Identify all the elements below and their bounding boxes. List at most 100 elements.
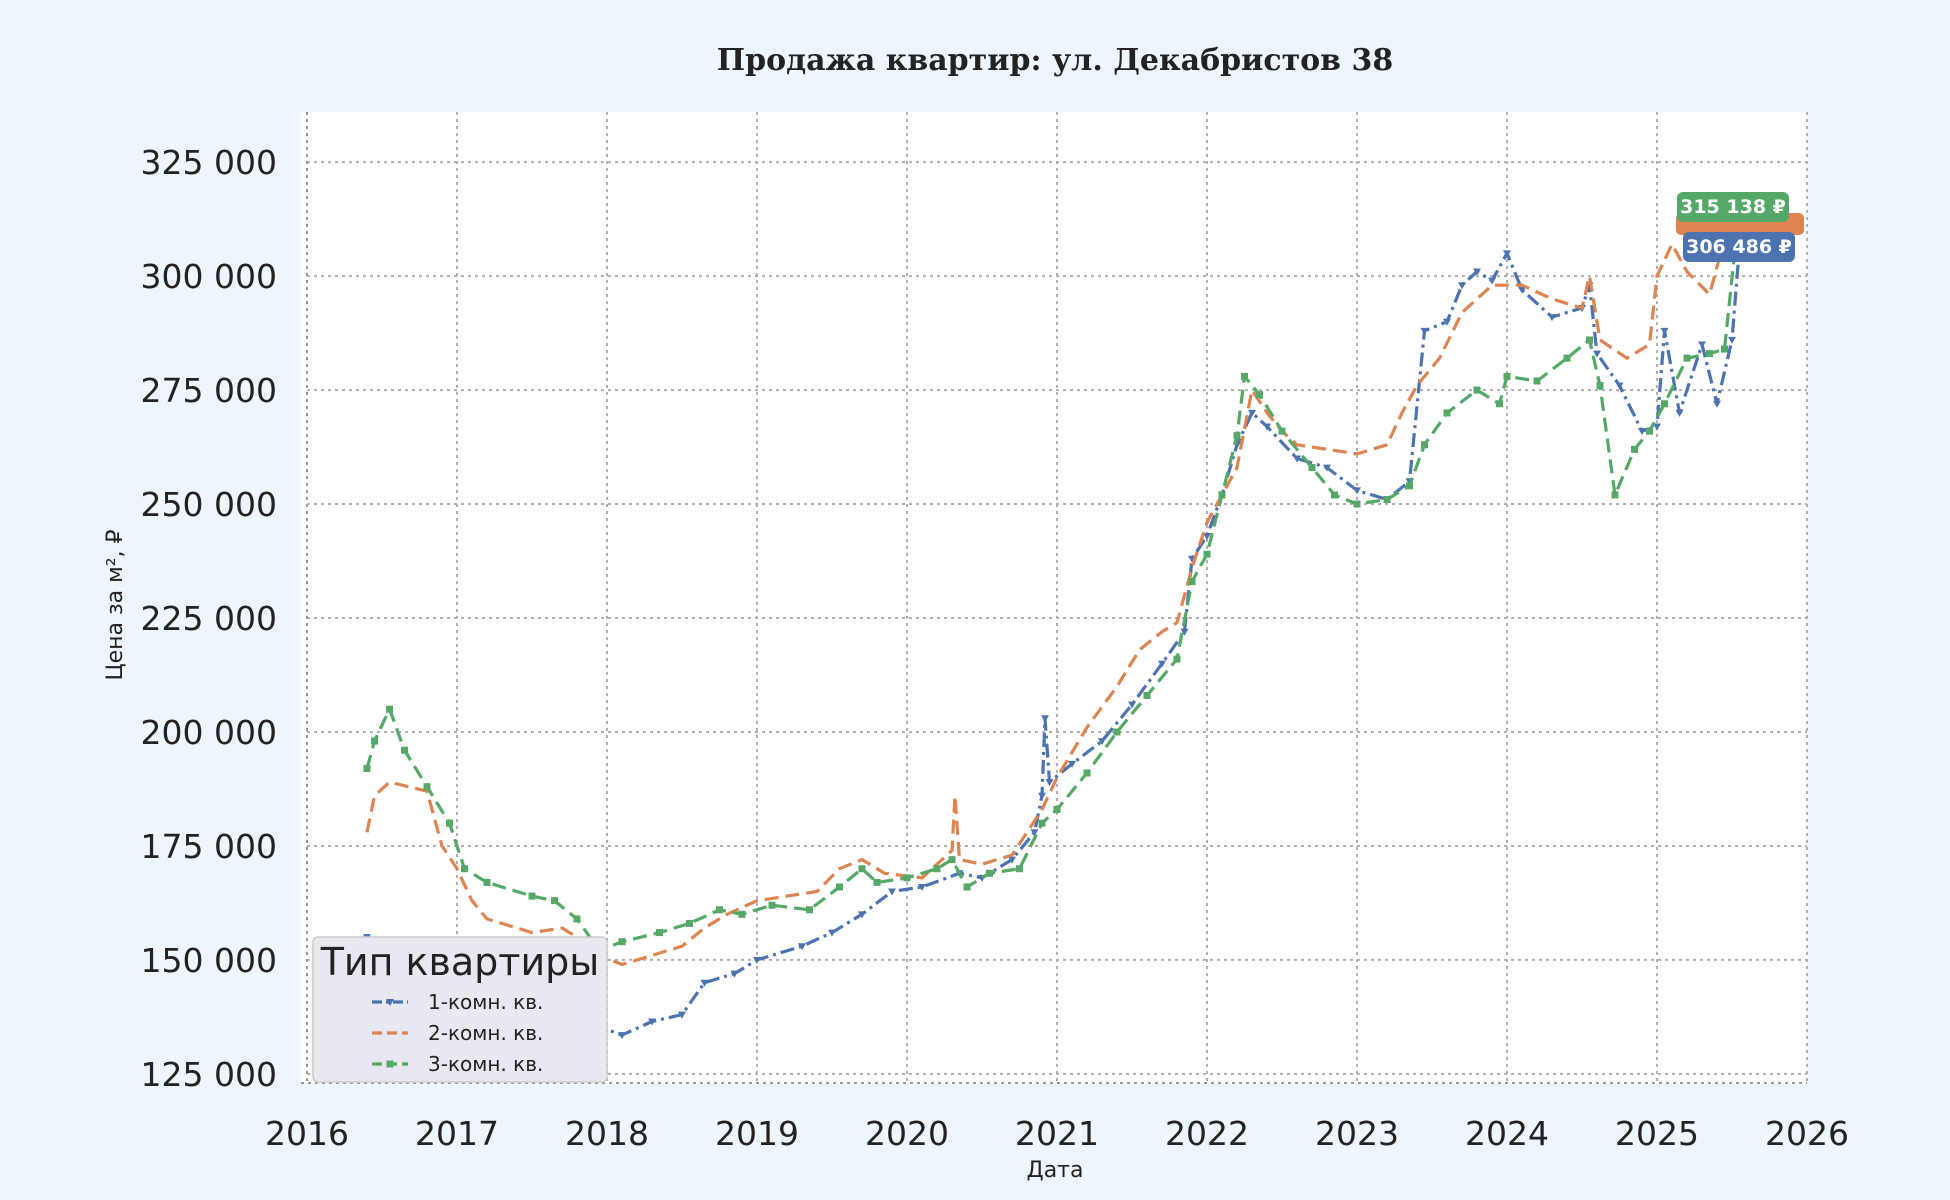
x-tick-label: 2023 — [1315, 1114, 1399, 1153]
series-line — [365, 220, 1741, 967]
series-marker — [716, 906, 723, 914]
series-marker — [1203, 550, 1211, 558]
series-marker — [371, 737, 378, 745]
series-marker — [1218, 491, 1226, 499]
series-marker — [873, 878, 881, 886]
series-marker — [1180, 628, 1189, 636]
series-marker — [1473, 386, 1481, 394]
series-marker — [828, 929, 836, 937]
legend-item: 3-комн. кв. — [372, 1052, 543, 1076]
series-marker — [700, 979, 709, 987]
series-marker — [528, 892, 536, 900]
legend-label: 3-комн. кв. — [428, 1052, 543, 1076]
end-label-badge — [1677, 192, 1789, 222]
series-marker — [768, 901, 776, 909]
x-tick-label: 2019 — [715, 1114, 799, 1153]
series-marker — [618, 1032, 626, 1040]
series-marker — [1563, 354, 1571, 362]
series-marker — [1615, 382, 1624, 390]
series-marker — [1278, 427, 1286, 435]
series-marker — [1045, 779, 1054, 787]
series-marker — [363, 764, 371, 772]
series-marker — [386, 999, 394, 1006]
series-marker — [1728, 336, 1736, 344]
series-marker — [1406, 482, 1413, 490]
y-tick-labels: 125 000 150 000 175 000 200 000 225 000 250 0… — [141, 143, 277, 1094]
series-marker — [1458, 282, 1466, 290]
series-marker — [1706, 350, 1713, 358]
series-marker — [1503, 250, 1511, 258]
end-labels: 306 486 ₽ 315 138 ₽ — [1676, 192, 1804, 262]
series-marker — [933, 865, 941, 873]
series-marker — [1128, 701, 1136, 709]
series-marker — [423, 783, 431, 791]
x-tick-label: 2024 — [1465, 1114, 1549, 1153]
legend-label: 1-комн. кв. — [428, 990, 543, 1014]
series-marker — [1016, 865, 1023, 873]
series-marker — [1661, 400, 1668, 408]
x-tick-label: 2025 — [1615, 1114, 1699, 1153]
series-marker — [1041, 715, 1049, 723]
series-marker — [1443, 409, 1451, 417]
chart-title: Продажа квартир: ул. Декабристов 38 — [717, 43, 1393, 78]
x-tick-label: 2022 — [1165, 1114, 1249, 1153]
legend: Тип квартиры 1-комн. кв. 2-комн. кв. 3-ком… — [312, 936, 608, 1083]
legend-label: 2-комн. кв. — [428, 1021, 543, 1045]
series-marker — [1675, 409, 1684, 417]
x-tick-label: 2018 — [565, 1114, 649, 1153]
series-marker — [1323, 464, 1331, 472]
series-marker — [738, 910, 746, 918]
series-marker — [1038, 792, 1046, 800]
y-tick-label: 300 000 — [141, 257, 277, 296]
series-marker — [1638, 428, 1646, 436]
series-marker — [1158, 660, 1166, 668]
series-marker — [1173, 655, 1181, 663]
x-tick-labels: 2016 2017 2018 2019 2020 2021 2022 2023 2024 2025… — [265, 1114, 1849, 1153]
series-marker — [1008, 856, 1016, 864]
series-marker — [483, 878, 491, 886]
series-marker — [948, 856, 956, 864]
series-marker — [888, 888, 896, 896]
legend-items: 1-комн. кв. 2-комн. кв. 3-комн. кв. — [372, 990, 543, 1076]
end-label: 306 486 ₽ — [1683, 232, 1795, 262]
series-marker — [1256, 391, 1263, 399]
y-tick-label: 125 000 — [141, 1055, 277, 1094]
x-axis-label: Дата — [1027, 1158, 1084, 1183]
series-marker — [1353, 500, 1361, 508]
series-marker — [903, 874, 911, 882]
series-marker — [1683, 354, 1691, 362]
series-marker — [1263, 423, 1271, 431]
series-marker — [836, 883, 843, 891]
series-marker — [648, 1018, 656, 1026]
series-marker — [963, 883, 971, 891]
series-marker — [678, 1011, 686, 1019]
series-marker — [858, 865, 866, 873]
series-marker — [1038, 819, 1046, 827]
series-marker — [1143, 692, 1151, 700]
series-marker — [446, 819, 453, 827]
y-axis-label: Цена за м², ₽ — [103, 529, 128, 680]
series-marker — [686, 919, 693, 927]
series-marker — [1698, 341, 1706, 349]
series-marker — [1421, 441, 1428, 449]
series-line — [365, 206, 1742, 953]
series-marker — [1233, 432, 1241, 440]
series-marker — [386, 1060, 394, 1068]
series-marker — [1443, 318, 1451, 326]
y-tick-label: 325 000 — [141, 143, 277, 182]
legend-title: Тип квартиры — [320, 940, 600, 984]
x-tick-label: 2016 — [265, 1114, 349, 1153]
series-marker — [730, 970, 739, 978]
series-marker — [386, 705, 393, 713]
end-label-badge — [1683, 232, 1795, 262]
legend-item: 2-комн. кв. — [372, 1021, 543, 1045]
series-marker — [986, 869, 993, 877]
series-marker — [1293, 455, 1301, 463]
series-marker — [1241, 372, 1248, 380]
series-marker — [1053, 805, 1061, 813]
series-marker — [656, 929, 663, 937]
x-tick-label: 2017 — [415, 1114, 499, 1153]
series-marker — [1548, 314, 1556, 322]
